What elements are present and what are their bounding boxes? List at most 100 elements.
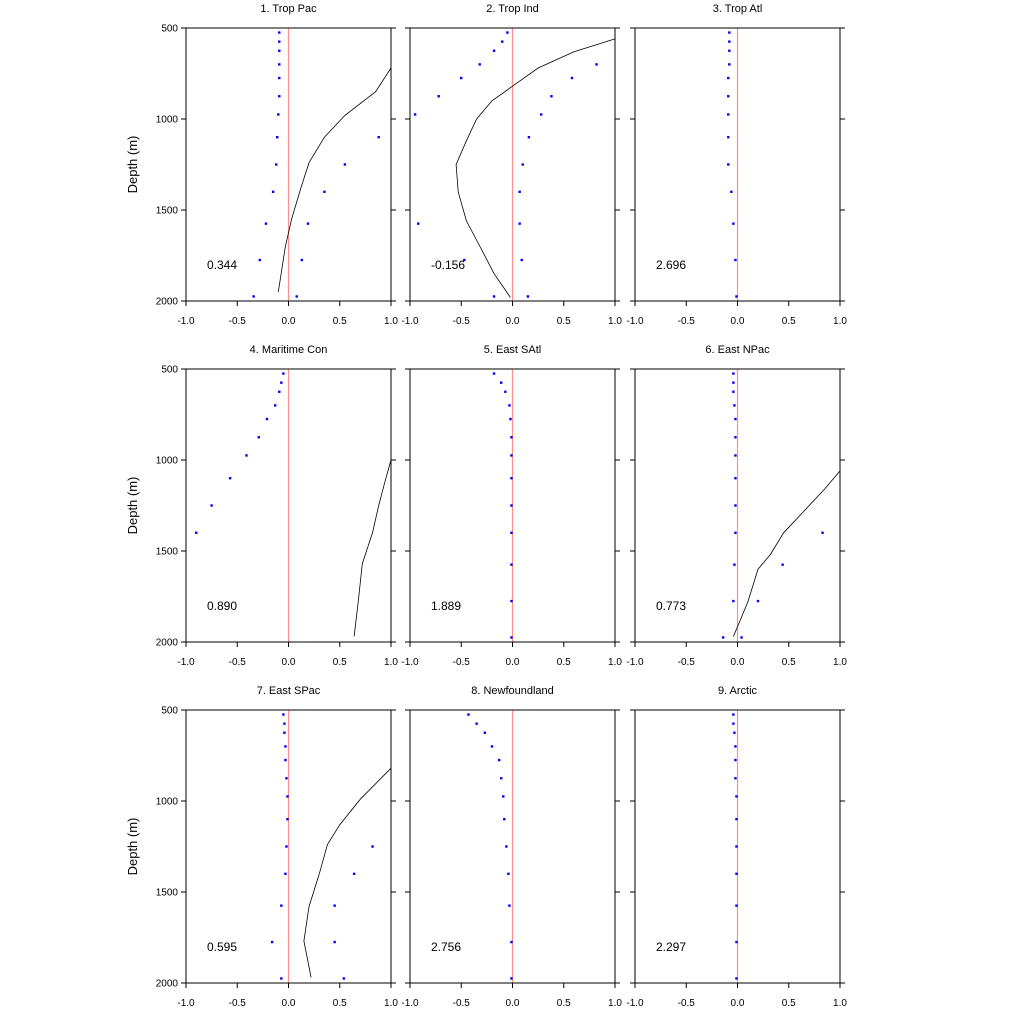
y-tick-label: 2000: [156, 979, 179, 990]
data-point: [285, 777, 288, 780]
x-tick-label: -0.5: [453, 998, 471, 1009]
data-point: [264, 222, 268, 225]
data-point: [490, 745, 494, 748]
data-point: [527, 136, 531, 139]
y-tick-label: 500: [161, 24, 178, 35]
x-tick-label: -1.0: [177, 316, 195, 327]
panel-stat-label: 2.756: [431, 940, 461, 954]
data-point: [300, 258, 304, 262]
data-point: [734, 436, 737, 439]
x-tick-label: -0.5: [229, 316, 247, 327]
data-point: [510, 940, 513, 944]
x-tick-label: 1.0: [608, 316, 622, 327]
panel-title: 5. East SAtl: [484, 344, 541, 356]
x-tick-label: 0.0: [282, 316, 296, 327]
data-point: [505, 845, 508, 848]
profile-line: [353, 459, 392, 637]
data-point: [276, 136, 279, 139]
data-point: [252, 295, 255, 298]
y-tick-label: 500: [161, 365, 178, 376]
data-point: [732, 381, 735, 384]
data-point: [728, 49, 731, 52]
data-point: [278, 40, 281, 43]
data-point: [483, 731, 487, 734]
data-point: [510, 599, 513, 603]
data-point: [518, 190, 521, 193]
data-point: [740, 636, 743, 639]
panel-stat-label: -0.156: [431, 258, 465, 272]
data-point: [210, 504, 213, 507]
panel-title: 3. Trop Atl: [713, 3, 763, 15]
x-tick-label: 0.5: [333, 657, 347, 668]
data-point: [510, 454, 513, 457]
y-tick-label: 1500: [156, 206, 179, 217]
data-point: [727, 136, 730, 139]
data-point: [781, 563, 784, 566]
x-tick-label: -0.5: [229, 998, 247, 1009]
data-point: [509, 417, 512, 421]
panel-4: 500 1000 1500 2000 -1.0 -0.5 0.0 0.5 1.0 4. Marit…: [125, 344, 398, 668]
data-point: [278, 63, 281, 66]
x-tick-label: 0.0: [506, 998, 520, 1009]
data-point: [501, 40, 504, 43]
data-point: [510, 563, 513, 566]
data-point: [333, 904, 336, 907]
panel-title: 1. Trop Pac: [260, 3, 317, 15]
y-tick-label: 2000: [156, 297, 179, 308]
panel-title: 6. East NPac: [705, 344, 770, 356]
panel-title: 2. Trop Ind: [486, 3, 539, 15]
panel-stat-label: 2.297: [656, 940, 686, 954]
data-point: [343, 163, 347, 166]
y-tick-label: 1000: [156, 797, 179, 808]
data-point: [521, 163, 524, 166]
data-point: [735, 872, 738, 875]
y-tick-label: 1000: [156, 456, 179, 467]
data-point: [460, 76, 463, 80]
x-tick-label: -1.0: [177, 657, 195, 668]
data-point: [526, 295, 530, 298]
data-point: [502, 795, 505, 798]
y-tick-label: 2000: [156, 638, 179, 649]
data-point: [283, 731, 286, 734]
data-point: [510, 636, 513, 639]
data-point: [282, 713, 285, 716]
data-point: [734, 777, 737, 780]
data-point: [333, 940, 336, 944]
data-point: [727, 95, 730, 98]
data-point: [195, 531, 198, 534]
data-point: [510, 977, 513, 980]
data-point: [280, 977, 283, 980]
x-tick-label: 1.0: [833, 316, 847, 327]
data-point: [500, 777, 503, 780]
x-tick-label: 0.5: [782, 316, 796, 327]
data-point: [284, 745, 287, 748]
data-point: [728, 40, 731, 43]
data-point: [371, 845, 374, 848]
panel-title: 7. East SPac: [257, 685, 321, 697]
x-tick-label: 1.0: [608, 998, 622, 1009]
data-point: [417, 222, 420, 225]
data-point: [756, 599, 760, 603]
data-point: [508, 904, 511, 907]
x-tick-label: 0.0: [282, 998, 296, 1009]
x-tick-label: -0.5: [678, 998, 696, 1009]
x-tick-label: 0.0: [731, 316, 745, 327]
x-tick-label: 0.5: [333, 316, 347, 327]
data-point: [478, 63, 481, 66]
x-tick-label: -0.5: [678, 316, 696, 327]
data-point: [732, 599, 735, 603]
data-point: [735, 977, 738, 980]
x-tick-label: -1.0: [401, 998, 419, 1009]
data-point: [270, 940, 274, 944]
data-point: [734, 417, 737, 421]
data-point: [734, 477, 737, 480]
data-point: [278, 390, 281, 393]
panel-8: -1.0 -0.5 0.0 0.5 1.0 8. Newfoundland 2.756: [401, 685, 622, 1009]
data-point: [377, 136, 380, 139]
x-tick-label: 1.0: [833, 998, 847, 1009]
data-point: [734, 758, 737, 762]
y-axis-label: Depth (m): [125, 477, 140, 535]
data-point: [732, 390, 735, 393]
data-point: [275, 163, 278, 166]
data-point: [733, 404, 736, 407]
